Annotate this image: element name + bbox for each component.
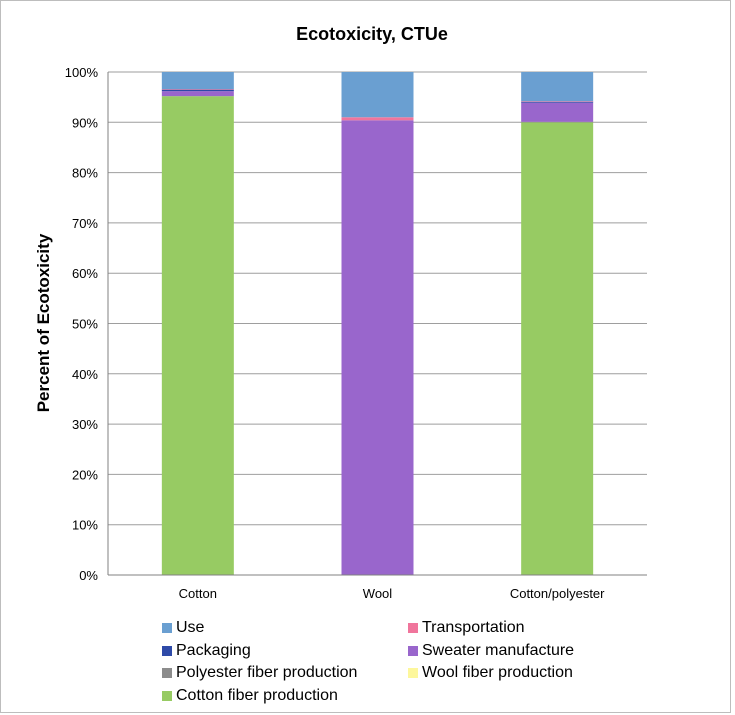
y-tick-label: 100%: [65, 65, 99, 80]
x-tick-label: Cotton/polyester: [510, 586, 605, 601]
y-tick-label: 50%: [72, 317, 98, 332]
y-tick-label: 90%: [72, 115, 98, 130]
legend-swatch: [408, 645, 418, 656]
y-axis-label: Percent of Ecotoxicity: [34, 233, 53, 412]
legend-label: Sweater manufacture: [422, 641, 575, 659]
legend-item: Wool fiber production: [408, 662, 632, 685]
chart-title: Ecotoxicity, CTUe: [296, 24, 448, 44]
legend-swatch: [162, 623, 172, 634]
legend-swatch: [408, 623, 418, 634]
bar-segment: [521, 101, 594, 103]
legend-item: Transportation: [408, 617, 632, 640]
y-tick-label: 80%: [72, 166, 98, 181]
bars: [161, 72, 594, 576]
bar-segment: [341, 72, 414, 118]
y-tick-label: 60%: [72, 266, 98, 281]
bar-segment: [161, 89, 234, 90]
legend-label: Transportation: [422, 619, 525, 637]
y-tick-label: 30%: [72, 417, 98, 432]
x-tick-label: Wool: [363, 586, 392, 601]
legend-label: Cotton fiber production: [176, 686, 338, 704]
legend-item: Use: [162, 617, 408, 640]
legend-swatch: [408, 668, 418, 679]
bar-segment: [521, 122, 594, 576]
legend-label: Use: [176, 619, 205, 637]
y-tick-label: 10%: [72, 518, 98, 533]
legend-label: Wool fiber production: [422, 664, 573, 682]
bar-segment: [341, 117, 414, 121]
legend-label: Polyester fiber production: [176, 664, 358, 682]
y-tick-label: 40%: [72, 367, 98, 382]
bar-segment: [521, 121, 594, 123]
legend-item: Cotton fiber production: [162, 685, 408, 708]
y-tick-label: 20%: [72, 467, 98, 482]
bar-segment: [161, 96, 234, 576]
legend-swatch: [162, 690, 172, 701]
legend: Use Transportation Packaging Sweater manufa…: [162, 617, 632, 707]
legend-swatch: [162, 668, 172, 679]
x-tick-label: Cotton: [179, 586, 217, 601]
axes: [107, 72, 647, 576]
legend-item: Packaging: [162, 640, 408, 663]
legend-item: Sweater manufacture: [408, 640, 632, 663]
bar-segment: [521, 101, 594, 102]
y-tick-label: 0%: [79, 568, 98, 583]
bar-segment: [341, 120, 414, 576]
tick-labels: 0% 10% 20% 30% 40% 50% 60% 70% 80% 90% 100% Cotton W…: [65, 65, 605, 601]
bar-segment: [161, 91, 234, 97]
legend-label: Packaging: [176, 641, 251, 659]
y-tick-label: 70%: [72, 216, 98, 231]
bar-segment: [161, 89, 234, 92]
bar-segment: [161, 72, 234, 90]
bar-segment: [521, 102, 594, 122]
legend-item: Polyester fiber production: [162, 662, 408, 685]
legend-swatch: [162, 645, 172, 656]
bar-segment: [521, 72, 594, 102]
